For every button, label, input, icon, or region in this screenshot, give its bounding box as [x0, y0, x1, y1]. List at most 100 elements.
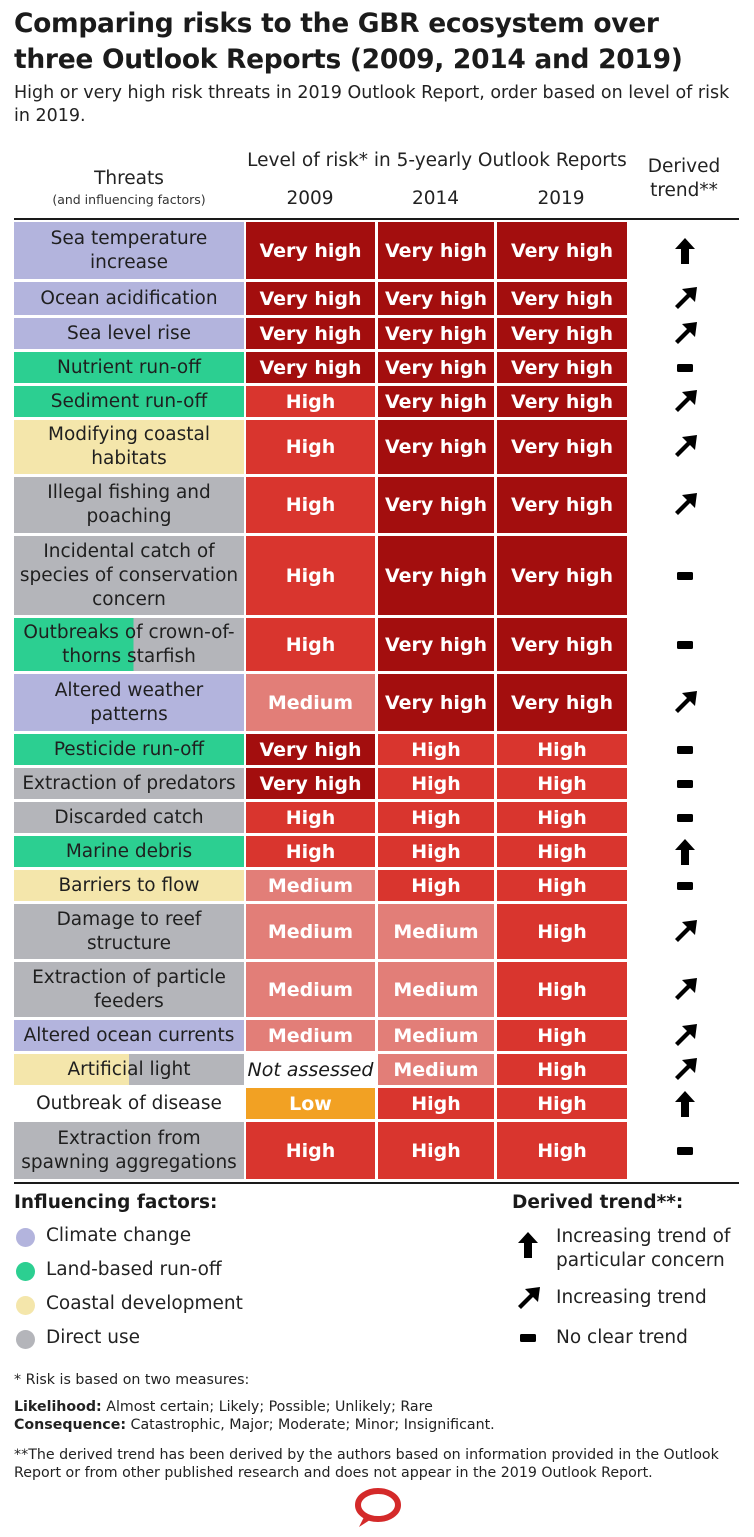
threat-incidental-catch-of-species-of-conservation-concern: Incidental catch of species of conservat…: [14, 536, 244, 615]
risk-cell-2009-barriers-to-flow: Medium: [246, 870, 375, 901]
risk-cell-2014-modifying-coastal-habitats: Very high: [378, 420, 494, 474]
threats-header: Threats: [94, 168, 164, 189]
threat-extraction-from-spawning-aggregations: Extraction from spawning aggregations: [14, 1122, 244, 1179]
trend-up-arrow-icon-outbreak-of-disease: [640, 1088, 730, 1119]
risk-cell-2014-nutrient-run-off: Very high: [378, 352, 494, 383]
legend-land-based-run-off: Land-based run-off: [46, 1259, 222, 1280]
derived-trend-legend-title: Derived trend**:: [512, 1192, 684, 1213]
risk-cell-2009-extraction-of-predators: Very high: [246, 768, 375, 799]
likelihood-line: Likelihood: Almost certain; Likely; Poss…: [14, 1398, 744, 1416]
risk-cell-2019-outbreak-of-disease: High: [497, 1088, 627, 1119]
year-header-2019: 2019: [537, 188, 585, 209]
legend-coastal-development: Coastal development: [46, 1293, 243, 1314]
trend-diagonal-arrow-icon-altered-ocean-currents: [640, 1020, 730, 1051]
risk-cell-2019-marine-debris: High: [497, 836, 627, 867]
threat-outbreaks-of-crown-of-thorns-starfish: Outbreaks of crown-of-thorns starfish: [14, 618, 244, 671]
risk-footnote: * Risk is based on two measures:: [14, 1372, 250, 1388]
risk-cell-2009-discarded-catch: High: [246, 802, 375, 833]
legend-climate-change: Climate change: [46, 1225, 192, 1246]
risk-cell-2014-extraction-from-spawning-aggregations: High: [378, 1122, 494, 1179]
threat-artificial-light: Artificial light: [14, 1054, 244, 1085]
threat-damage-to-reef-structure: Damage to reef structure: [14, 904, 244, 959]
trend-diagonal-arrow-icon-sediment-run-off: [640, 386, 730, 417]
chart-title: Comparing risks to the GBR ecosystem ove…: [14, 8, 683, 75]
risk-cell-2014-sea-level-rise: Very high: [378, 318, 494, 349]
risk-cell-2009-sediment-run-off: High: [246, 386, 375, 417]
risk-cell-2014-pesticide-run-off: High: [378, 734, 494, 765]
direct-use-swatch: [16, 1330, 35, 1349]
risk-cell-2019-artificial-light: High: [497, 1054, 627, 1085]
trend-diagonal-arrow-icon-extraction-of-particle-feeders: [640, 962, 730, 1017]
risk-cell-2019-extraction-of-particle-feeders: High: [497, 962, 627, 1017]
risk-cell-2009-sea-level-rise: Very high: [246, 318, 375, 349]
threat-barriers-to-flow: Barriers to flow: [14, 870, 244, 901]
risk-cell-2014-altered-weather-patterns: Very high: [378, 674, 494, 731]
level-header: Level of risk* in 5-yearly Outlook Repor…: [247, 150, 627, 171]
risk-cell-2009-pesticide-run-off: Very high: [246, 734, 375, 765]
trend-up-arrow-icon-marine-debris: [640, 836, 730, 867]
trend-diagonal-arrow-icon-modifying-coastal-habitats: [640, 420, 730, 474]
risk-cell-2019-ocean-acidification: Very high: [497, 282, 627, 315]
risk-cell-2009-altered-weather-patterns: Medium: [246, 674, 375, 731]
trend-dash-icon-discarded-catch: [640, 802, 730, 833]
risk-cell-2009-sea-temperature-increase: Very high: [246, 222, 375, 279]
threat-extraction-of-particle-feeders: Extraction of particle feeders: [14, 962, 244, 1017]
risk-cell-2014-extraction-of-predators: High: [378, 768, 494, 799]
legend-increasing-particular-concern: Increasing trend of particular concern: [556, 1226, 731, 1271]
risk-cell-2009-outbreaks-of-crown-of-thorns-starfish: High: [246, 618, 375, 671]
risk-cell-2014-outbreaks-of-crown-of-thorns-starfish: Very high: [378, 618, 494, 671]
risk-cell-2009-extraction-from-spawning-aggregations: High: [246, 1122, 375, 1179]
risk-cell-2019-outbreaks-of-crown-of-thorns-starfish: Very high: [497, 618, 627, 671]
year-header-2009: 2009: [286, 188, 334, 209]
risk-cell-2014-illegal-fishing-and-poaching: Very high: [378, 477, 494, 533]
threat-illegal-fishing-and-poaching: Illegal fishing and poaching: [14, 477, 244, 533]
threat-pesticide-run-off: Pesticide run-off: [14, 734, 244, 765]
climate-change-swatch: [16, 1228, 35, 1247]
threat-sea-temperature-increase: Sea temperature increase: [14, 222, 244, 279]
influencing-factors-title: Influencing factors:: [14, 1192, 218, 1213]
trend-diagonal-arrow-icon-damage-to-reef-structure: [640, 904, 730, 959]
risk-cell-2014-ocean-acidification: Very high: [378, 282, 494, 315]
trend-diagonal-arrow-icon-ocean-acidification: [640, 282, 730, 315]
risk-cell-2019-altered-ocean-currents: High: [497, 1020, 627, 1051]
risk-cell-2009-altered-ocean-currents: Medium: [246, 1020, 375, 1051]
threat-sediment-run-off: Sediment run-off: [14, 386, 244, 417]
trend-diagonal-arrow-icon-artificial-light: [640, 1054, 730, 1085]
trend-dash-icon-incidental-catch-of-species-of-conservation-concern: [640, 536, 730, 615]
chart-subtitle: High or very high risk threats in 2019 O…: [14, 83, 730, 126]
risk-cell-2019-illegal-fishing-and-poaching: Very high: [497, 477, 627, 533]
risk-cell-2014-marine-debris: High: [378, 836, 494, 867]
risk-cell-2019-nutrient-run-off: Very high: [497, 352, 627, 383]
no-clear-trend-icon: [512, 1328, 544, 1348]
risk-cell-2014-discarded-catch: High: [378, 802, 494, 833]
risk-cell-2014-sediment-run-off: Very high: [378, 386, 494, 417]
derived-trend-header: Derived trend**: [647, 156, 721, 201]
land-based-run-off-swatch: [16, 1262, 35, 1281]
speech-bubble-logo: [353, 1487, 403, 1529]
risk-cell-2014-outbreak-of-disease: High: [378, 1088, 494, 1119]
derived-trend-footnote: **The derived trend has been derived by …: [14, 1447, 719, 1481]
trend-dash-icon-nutrient-run-off: [640, 352, 730, 383]
risk-cell-2009-marine-debris: High: [246, 836, 375, 867]
risk-cell-2019-sea-level-rise: Very high: [497, 318, 627, 349]
risk-cell-2019-barriers-to-flow: High: [497, 870, 627, 901]
risk-cell-2009-incidental-catch-of-species-of-conservation-concern: High: [246, 536, 375, 615]
threats-subheader: (and influencing factors): [52, 192, 206, 207]
threat-discarded-catch: Discarded catch: [14, 802, 244, 833]
header-rule: [14, 218, 739, 220]
trend-dash-icon-barriers-to-flow: [640, 870, 730, 901]
risk-cell-2014-damage-to-reef-structure: Medium: [378, 904, 494, 959]
risk-cell-2009-nutrient-run-off: Very high: [246, 352, 375, 383]
trend-diagonal-arrow-icon-sea-level-rise: [640, 318, 730, 349]
risk-cell-2014-barriers-to-flow: High: [378, 870, 494, 901]
likelihood-label: Likelihood:: [14, 1399, 102, 1415]
trend-diagonal-arrow-icon-altered-weather-patterns: [640, 674, 730, 731]
risk-cell-2019-modifying-coastal-habitats: Very high: [497, 420, 627, 474]
risk-cell-2009-modifying-coastal-habitats: High: [246, 420, 375, 474]
risk-cell-2019-extraction-from-spawning-aggregations: High: [497, 1122, 627, 1179]
threat-extraction-of-predators: Extraction of predators: [14, 768, 244, 799]
risk-cell-2019-sea-temperature-increase: Very high: [497, 222, 627, 279]
threat-outbreak-of-disease: Outbreak of disease: [14, 1088, 244, 1119]
coastal-development-swatch: [16, 1296, 35, 1315]
risk-cell-2019-altered-weather-patterns: Very high: [497, 674, 627, 731]
